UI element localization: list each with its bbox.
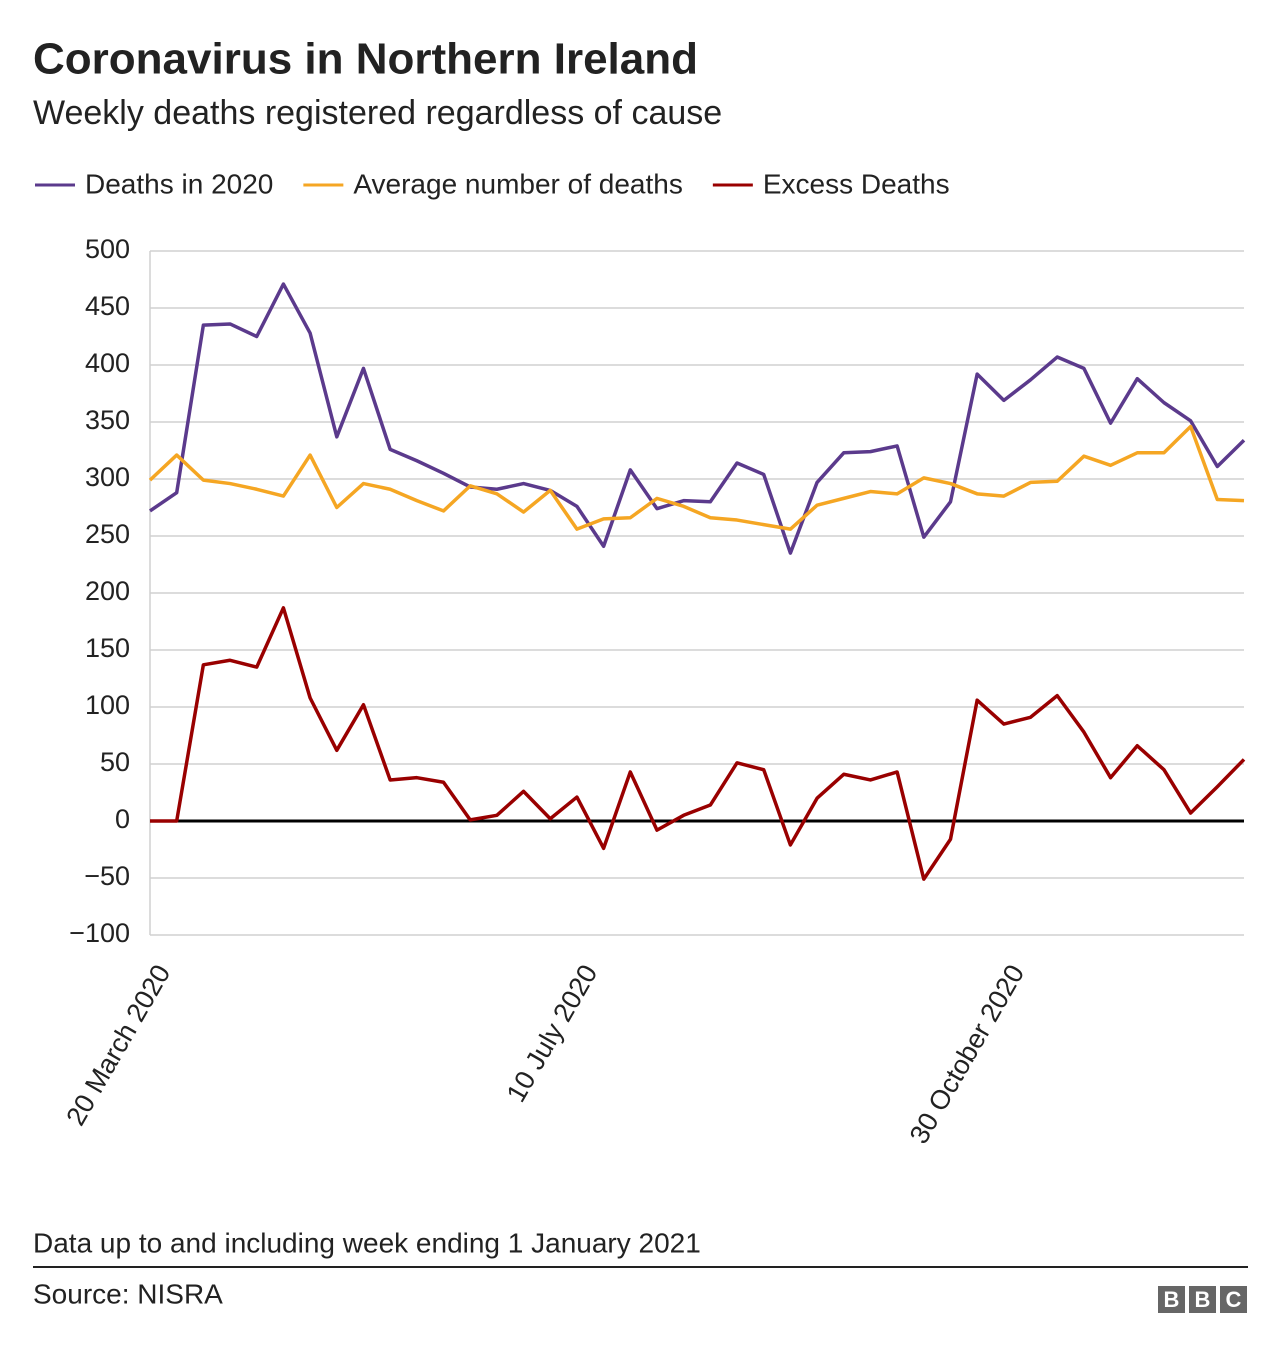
y-tick-label: 300 (85, 462, 130, 492)
series-line (150, 606, 1246, 881)
chart-title: Coronavirus in Northern Ireland (33, 35, 698, 84)
y-tick-label: 50 (100, 747, 130, 777)
legend-label: Deaths in 2020 (85, 168, 273, 199)
legend-label: Excess Deaths (763, 168, 950, 199)
logo-box (1220, 1286, 1247, 1313)
y-tick-label: 500 (85, 234, 130, 264)
y-tick-label: −50 (84, 861, 130, 891)
series-line (149, 282, 1246, 555)
x-tick-label: 20 March 2020 (60, 960, 176, 1131)
chart-subtitle: Weekly deaths registered regardless of c… (33, 94, 722, 132)
logo-letter: B (1195, 1287, 1211, 1312)
y-tick-label: 450 (85, 291, 130, 321)
note: Data up to and including week ending 1 J… (33, 1227, 701, 1258)
x-tick-label: 30 October 2020 (904, 960, 1031, 1149)
logo-box (1189, 1286, 1216, 1313)
source: Source: NISRA (33, 1278, 223, 1309)
y-tick-label: 350 (85, 405, 130, 435)
logo-letter: B (1164, 1287, 1180, 1312)
y-tick-label: 100 (85, 690, 130, 720)
y-tick-label: 200 (85, 576, 130, 606)
y-tick-label: 0 (115, 804, 130, 834)
y-tick-label: 400 (85, 348, 130, 378)
series-line (148, 424, 1245, 531)
y-tick-label: 250 (85, 519, 130, 549)
logo-letter: C (1226, 1287, 1242, 1312)
x-tick-label: 10 July 2020 (501, 960, 604, 1108)
logo-box (1158, 1286, 1185, 1313)
y-tick-label: −100 (69, 918, 130, 948)
y-tick-label: 150 (85, 633, 130, 663)
legend-label: Average number of deaths (353, 168, 682, 199)
